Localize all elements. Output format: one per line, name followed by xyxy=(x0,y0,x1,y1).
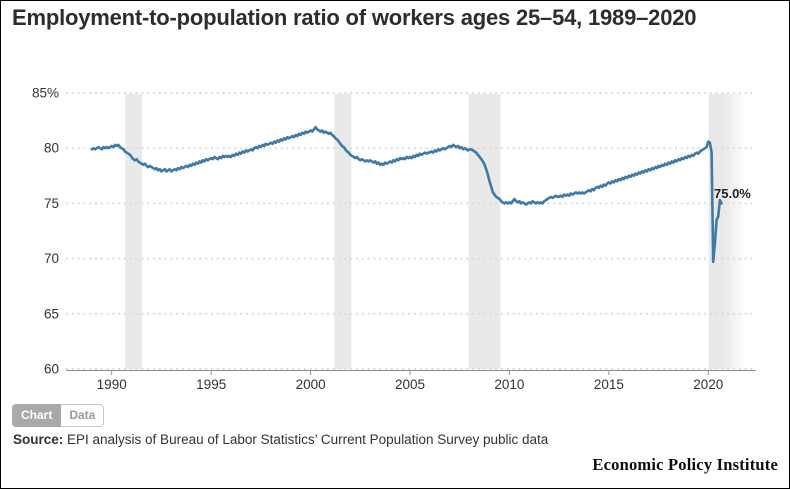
x-axis-tick-label: 1995 xyxy=(196,377,226,392)
data-tab-button[interactable]: Data xyxy=(61,404,105,427)
source-text: EPI analysis of Bureau of Labor Statisti… xyxy=(63,432,549,447)
y-axis-tick-label: 75 xyxy=(44,196,59,211)
epi-wordmark: Economic Policy Institute xyxy=(592,455,778,474)
y-axis-tick-label: 65 xyxy=(44,306,59,321)
x-axis-tick-label: 2000 xyxy=(296,377,326,392)
trend-line xyxy=(90,125,723,264)
chart-tab-button[interactable]: Chart xyxy=(12,404,62,427)
y-axis-tick-label: 70 xyxy=(44,251,59,266)
source-note: Source: EPI analysis of Bureau of Labor … xyxy=(13,432,548,447)
y-axis-tick-label: 60 xyxy=(44,362,59,377)
y-axis-tick-label: 80 xyxy=(44,141,59,156)
chart-data-toggle: Chart Data xyxy=(12,404,105,427)
last-value-label: 75.0% xyxy=(714,186,751,201)
x-axis-tick-label: 2010 xyxy=(494,377,524,392)
source-label: Source: xyxy=(13,432,64,447)
y-axis-tick-label: 85% xyxy=(32,86,59,101)
x-axis-tick-label: 2020 xyxy=(693,377,723,392)
recession-band xyxy=(708,94,746,369)
chart-title: Employment-to-population ratio of worker… xyxy=(12,5,697,30)
recession-band xyxy=(468,94,501,369)
x-axis-tick-label: 2015 xyxy=(594,377,624,392)
x-axis-tick-label: 1990 xyxy=(97,377,127,392)
recession-band xyxy=(334,94,352,369)
x-axis-tick-label: 2005 xyxy=(395,377,425,392)
recession-band xyxy=(125,94,142,369)
